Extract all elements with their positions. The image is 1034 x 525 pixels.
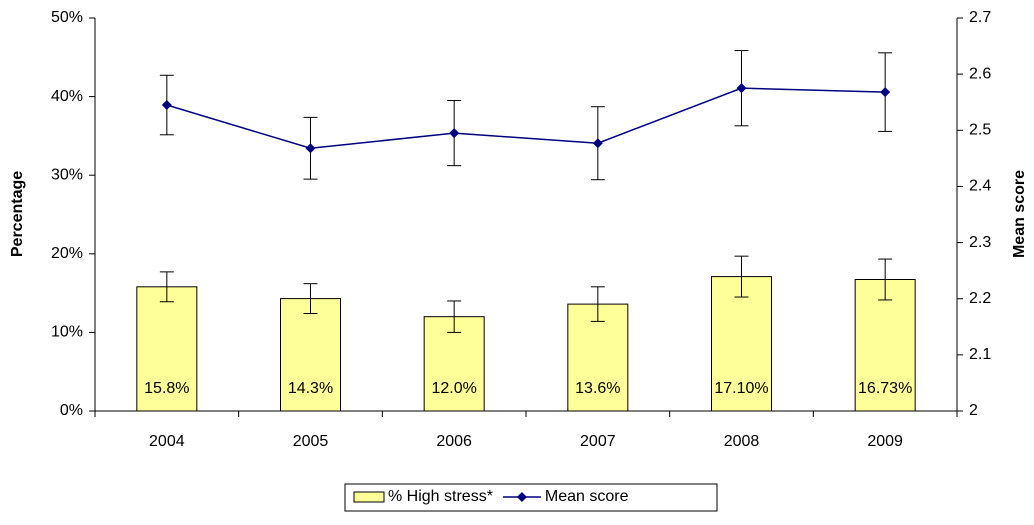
value-label: 17.10% [714, 380, 768, 397]
y-tick-label: 30% [51, 166, 83, 183]
x-tick-label: 2004 [149, 433, 185, 450]
y-tick-label: 50% [51, 9, 83, 26]
x-tick-label: 2007 [580, 433, 616, 450]
legend-label: % High stress* [388, 488, 493, 505]
y2-tick-label: 2.4 [969, 178, 991, 195]
y2-tick-label: 2.6 [969, 65, 991, 82]
x-tick-label: 2005 [293, 433, 329, 450]
y2-axis-title: Mean score [1011, 170, 1028, 258]
marker [880, 87, 891, 98]
marker [736, 83, 747, 94]
y2-tick-label: 2.1 [969, 346, 991, 363]
y-axis-title: Percentage [9, 171, 26, 257]
bar [280, 298, 341, 412]
marker [592, 138, 603, 149]
bar [567, 303, 629, 412]
marker [161, 100, 172, 111]
marker [449, 128, 460, 139]
legend-swatch [353, 491, 385, 503]
y-tick-label: 20% [51, 245, 83, 262]
y2-tick-label: 2.3 [969, 234, 991, 251]
x-tick-label: 2009 [867, 433, 903, 450]
legend-marker [516, 492, 527, 502]
y-tick-label: 0% [60, 402, 83, 419]
bar [854, 279, 916, 412]
x-tick-label: 2006 [436, 433, 472, 450]
marker [305, 143, 316, 154]
value-label: 16.73% [858, 380, 912, 397]
x-tick-label: 2008 [724, 433, 760, 450]
value-label: 13.6% [575, 380, 620, 397]
value-label: 12.0% [431, 380, 476, 397]
legend-label: Mean score [545, 488, 629, 505]
y-tick-label: 10% [51, 324, 83, 341]
bar [711, 276, 772, 412]
y2-tick-label: 2.2 [969, 290, 991, 307]
line [166, 87, 886, 150]
bar [136, 286, 198, 412]
y2-tick-label: 2.7 [969, 9, 991, 26]
y2-tick-label: 2 [969, 402, 978, 419]
value-label: 14.3% [288, 380, 333, 397]
y-tick-label: 40% [51, 88, 83, 105]
y2-tick-label: 2.5 [969, 122, 991, 139]
value-label: 15.8% [144, 380, 189, 397]
